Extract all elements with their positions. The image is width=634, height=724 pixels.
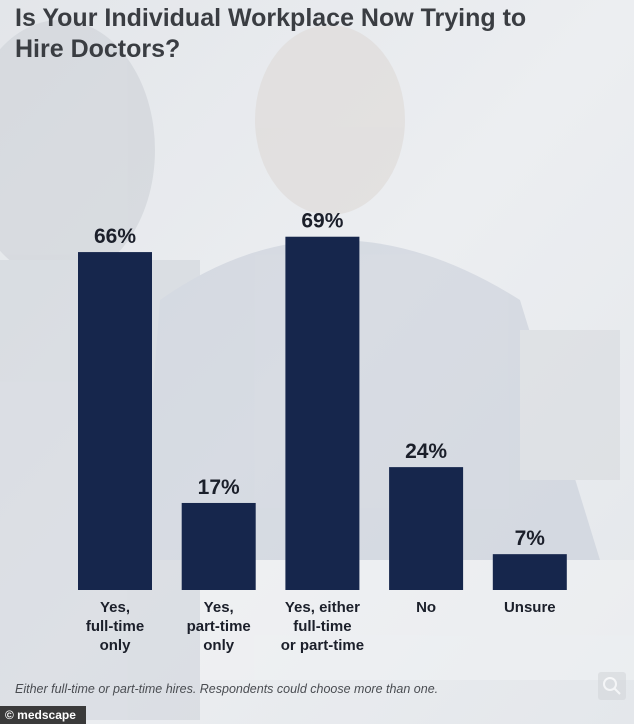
value-label: 7% <box>515 527 546 550</box>
x-tick-label: No <box>416 599 436 616</box>
value-label: 17% <box>198 476 240 499</box>
footnote: Either full-time or part-time hires. Res… <box>15 682 438 696</box>
zoom-icon[interactable] <box>598 672 626 700</box>
bar <box>492 554 567 590</box>
background-photo <box>0 20 634 720</box>
logo-badge <box>0 706 86 724</box>
bar <box>389 467 464 590</box>
x-tick-label: Yes, part-time only <box>187 599 251 654</box>
value-label: 24% <box>405 440 447 463</box>
source-logo: © medscape <box>5 708 76 722</box>
value-label: 66% <box>94 225 136 248</box>
x-tick-label: Unsure <box>504 599 556 616</box>
value-label: 69% <box>301 210 343 233</box>
bar <box>285 236 360 590</box>
chart-title: Is Your Individual Workplace Now Trying … <box>15 4 526 63</box>
bar <box>78 252 152 590</box>
x-tick-label: Yes, either full-time or part-time <box>281 599 364 654</box>
bar <box>181 502 256 590</box>
x-tick-label: Yes, full-time only <box>86 599 144 654</box>
